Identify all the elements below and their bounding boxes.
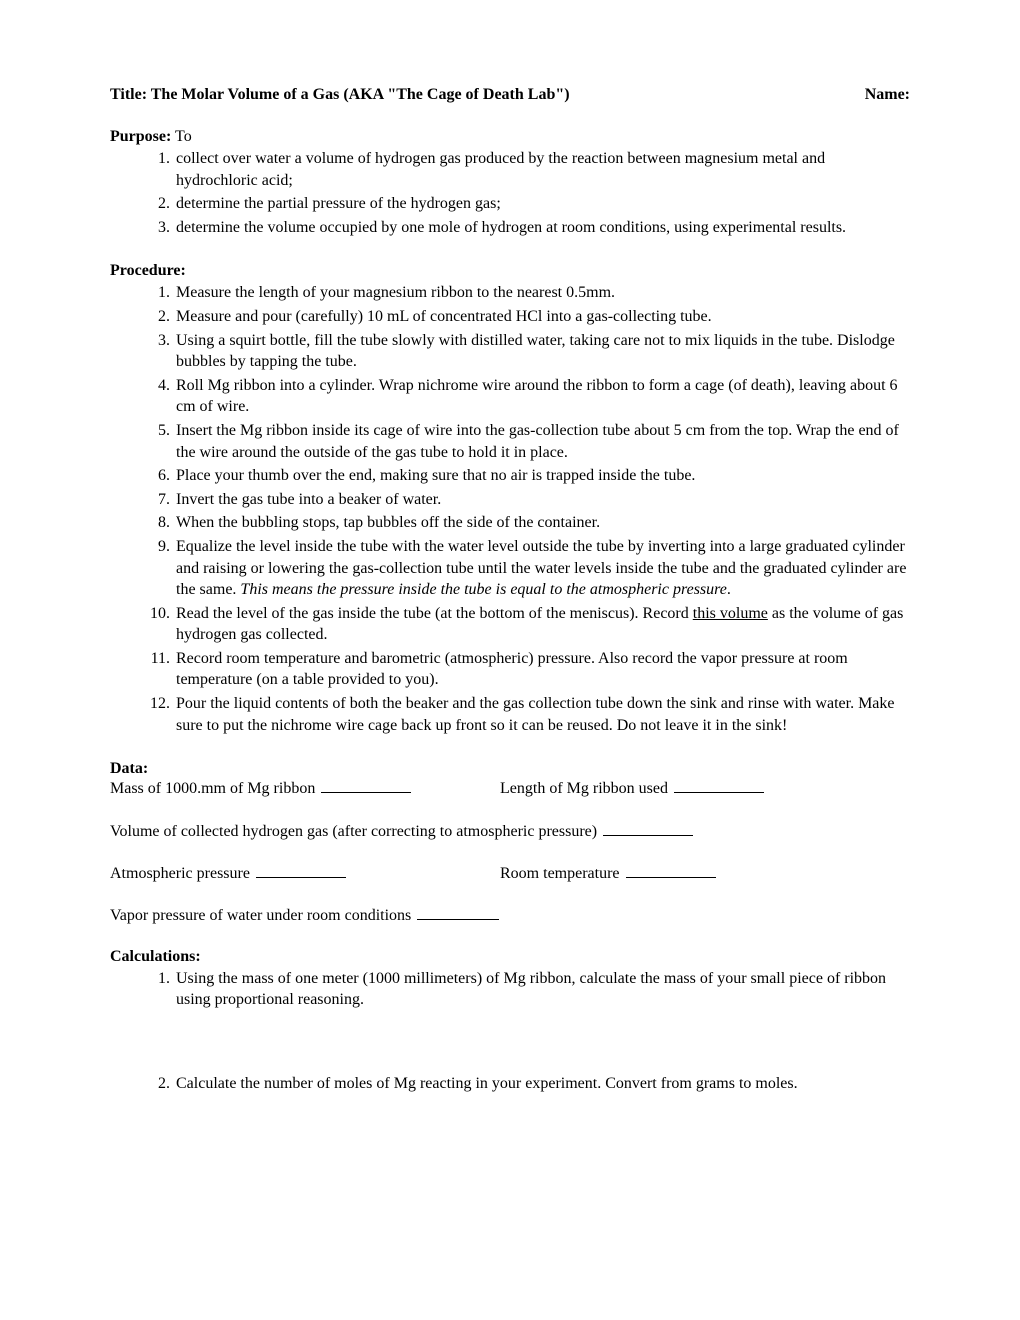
blank-line — [674, 792, 764, 793]
data-field: Length of Mg ribbon used — [500, 778, 910, 800]
list-item: When the bubbling stops, tap bubbles off… — [174, 512, 910, 534]
purpose-section: Purpose: To collect over water a volume … — [110, 128, 910, 238]
list-item: Read the level of the gas inside the tub… — [174, 603, 910, 646]
list-item: Measure and pour (carefully) 10 mL of co… — [174, 306, 910, 328]
document-title: Title: The Molar Volume of a Gas (AKA "T… — [110, 86, 570, 104]
data-label: Volume of collected hydrogen gas (after … — [110, 823, 601, 840]
blank-line — [256, 877, 346, 878]
calculations-list: Using the mass of one meter (1000 millim… — [110, 968, 910, 1095]
list-item: Measure the length of your magnesium rib… — [174, 282, 910, 304]
blank-line — [626, 877, 716, 878]
list-item: Equalize the level inside the tube with … — [174, 536, 910, 601]
list-item: collect over water a volume of hydrogen … — [174, 148, 910, 191]
list-item: Record room temperature and barometric (… — [174, 648, 910, 691]
data-label: Mass of 1000.mm of Mg ribbon — [110, 780, 319, 797]
text-underline: this volume — [693, 605, 768, 622]
list-item: determine the volume occupied by one mol… — [174, 217, 910, 239]
procedure-section: Procedure: Measure the length of your ma… — [110, 262, 910, 736]
list-item: determine the partial pressure of the hy… — [174, 193, 910, 215]
list-item: Pour the liquid contents of both the bea… — [174, 693, 910, 736]
blank-line — [417, 919, 499, 920]
list-item: Insert the Mg ribbon inside its cage of … — [174, 420, 910, 463]
blank-line — [603, 835, 693, 836]
calculations-heading: Calculations: — [110, 948, 910, 966]
purpose-lead: To — [171, 128, 191, 145]
calculations-section: Calculations: Using the mass of one mete… — [110, 948, 910, 1095]
purpose-list: collect over water a volume of hydrogen … — [110, 148, 910, 238]
data-label: Vapor pressure of water under room condi… — [110, 907, 415, 924]
procedure-heading: Procedure: — [110, 262, 910, 280]
data-section: Data: Mass of 1000.mm of Mg ribbon Lengt… — [110, 760, 910, 928]
data-field: Room temperature — [500, 863, 910, 885]
name-label: Name: — [865, 86, 910, 104]
data-row: Vapor pressure of water under room condi… — [110, 905, 910, 927]
list-item: Using a squirt bottle, fill the tube slo… — [174, 330, 910, 373]
procedure-list: Measure the length of your magnesium rib… — [110, 282, 910, 736]
title-row: Title: The Molar Volume of a Gas (AKA "T… — [110, 86, 910, 104]
list-item: Invert the gas tube into a beaker of wat… — [174, 489, 910, 511]
data-row: Mass of 1000.mm of Mg ribbon Length of M… — [110, 778, 910, 800]
data-field: Mass of 1000.mm of Mg ribbon — [110, 778, 500, 800]
text-pre: Read the level of the gas inside the tub… — [176, 605, 693, 622]
list-item: Roll Mg ribbon into a cylinder. Wrap nic… — [174, 375, 910, 418]
data-row: Volume of collected hydrogen gas (after … — [110, 821, 910, 843]
data-field: Atmospheric pressure — [110, 863, 500, 885]
list-item: Using the mass of one meter (1000 millim… — [174, 968, 910, 1011]
list-item: Calculate the number of moles of Mg reac… — [174, 1073, 910, 1095]
text-post: . — [727, 581, 731, 598]
data-heading: Data: — [110, 760, 910, 778]
purpose-heading: Purpose: — [110, 128, 171, 145]
data-label: Length of Mg ribbon used — [500, 780, 672, 797]
blank-line — [321, 792, 411, 793]
data-row: Atmospheric pressure Room temperature — [110, 863, 910, 885]
text-italic: This means the pressure inside the tube … — [240, 581, 726, 598]
data-label: Atmospheric pressure — [110, 865, 254, 882]
list-item: Place your thumb over the end, making su… — [174, 465, 910, 487]
document-page: Title: The Molar Volume of a Gas (AKA "T… — [0, 0, 1020, 1135]
data-label: Room temperature — [500, 865, 624, 882]
